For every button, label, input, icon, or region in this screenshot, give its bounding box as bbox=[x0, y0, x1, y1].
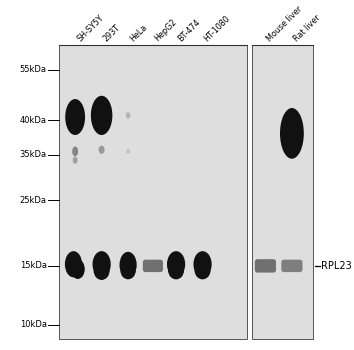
Ellipse shape bbox=[65, 251, 82, 277]
Text: 15kDa: 15kDa bbox=[20, 261, 47, 271]
Text: 40kDa: 40kDa bbox=[20, 116, 47, 125]
Ellipse shape bbox=[120, 252, 137, 278]
Text: SH-SY5Y: SH-SY5Y bbox=[75, 13, 105, 43]
Ellipse shape bbox=[195, 261, 211, 279]
FancyBboxPatch shape bbox=[255, 259, 276, 273]
Bar bbox=[59, 45, 247, 339]
Ellipse shape bbox=[193, 251, 212, 277]
Ellipse shape bbox=[126, 149, 130, 154]
Text: HeLa: HeLa bbox=[128, 23, 149, 43]
Ellipse shape bbox=[91, 96, 112, 135]
Ellipse shape bbox=[99, 146, 104, 154]
Ellipse shape bbox=[280, 108, 304, 159]
Text: BT-474: BT-474 bbox=[176, 18, 202, 43]
Text: RPL23: RPL23 bbox=[321, 261, 352, 271]
Ellipse shape bbox=[126, 112, 130, 119]
Bar bbox=[252, 45, 313, 339]
Ellipse shape bbox=[71, 259, 85, 279]
Text: 293T: 293T bbox=[102, 23, 122, 43]
FancyBboxPatch shape bbox=[143, 260, 163, 272]
Ellipse shape bbox=[72, 146, 78, 156]
Ellipse shape bbox=[94, 262, 110, 280]
Ellipse shape bbox=[167, 251, 185, 277]
Text: Mouse liver: Mouse liver bbox=[266, 5, 304, 43]
Text: HepG2: HepG2 bbox=[153, 18, 179, 43]
Ellipse shape bbox=[73, 156, 78, 164]
Text: HT-1080: HT-1080 bbox=[202, 14, 232, 43]
Text: 35kDa: 35kDa bbox=[19, 150, 47, 159]
FancyBboxPatch shape bbox=[281, 260, 302, 272]
Text: 25kDa: 25kDa bbox=[20, 196, 47, 205]
Text: 55kDa: 55kDa bbox=[20, 65, 47, 74]
Text: Rat liver: Rat liver bbox=[292, 13, 322, 43]
Text: 10kDa: 10kDa bbox=[20, 320, 47, 329]
Ellipse shape bbox=[168, 261, 184, 279]
Ellipse shape bbox=[65, 99, 85, 135]
Ellipse shape bbox=[120, 262, 136, 279]
Ellipse shape bbox=[92, 251, 111, 277]
